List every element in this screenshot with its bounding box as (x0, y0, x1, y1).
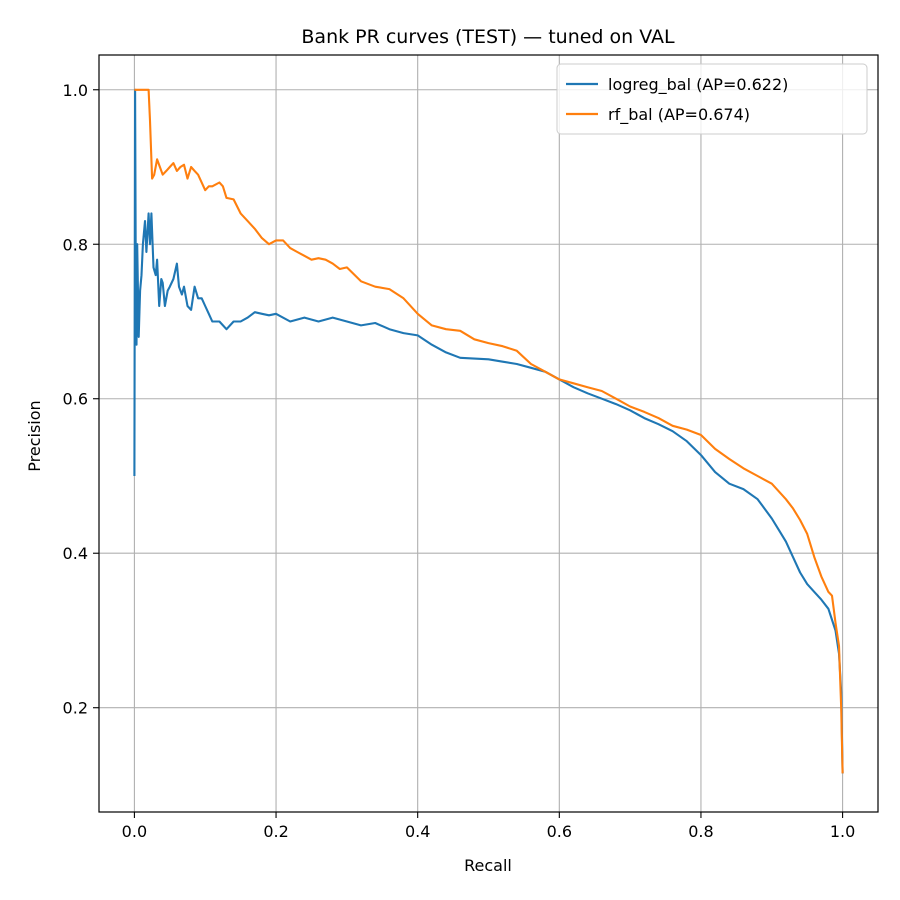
series-layer (133, 88, 844, 774)
plot-frame (98, 54, 879, 813)
x-tick-label: 0.6 (547, 822, 572, 841)
legend: logreg_bal (AP=0.622) rf_bal (AP=0.674) (556, 63, 868, 135)
y-tick-label: 0.2 (63, 699, 88, 718)
x-tick-label: 0.0 (122, 822, 147, 841)
x-tick-label: 0.8 (688, 822, 713, 841)
x-tick-label: 0.2 (263, 822, 288, 841)
axis-ticks: 0.0 0.2 0.4 0.6 0.8 1.0 0.2 0.4 0.6 0.8 1.0 (63, 81, 856, 841)
y-tick-label: 1.0 (63, 81, 88, 100)
x-axis-label: Recall (464, 856, 512, 875)
series-line-rf-bal (134, 88, 844, 774)
y-axis-label: Precision (25, 400, 44, 471)
grid-lines (99, 55, 878, 812)
x-tick-label: 1.0 (830, 822, 855, 841)
legend-box (556, 63, 868, 135)
x-tick-label: 0.4 (405, 822, 430, 841)
legend-label-rf: rf_bal (AP=0.674) (608, 105, 750, 125)
y-tick-label: 0.8 (63, 235, 88, 254)
y-tick-label: 0.4 (63, 544, 88, 563)
chart-title: Bank PR curves (TEST) — tuned on VAL (301, 26, 675, 48)
series-line-logreg-bal (133, 88, 844, 774)
y-tick-label: 0.6 (63, 390, 88, 409)
legend-label-logreg: logreg_bal (AP=0.622) (608, 75, 788, 95)
